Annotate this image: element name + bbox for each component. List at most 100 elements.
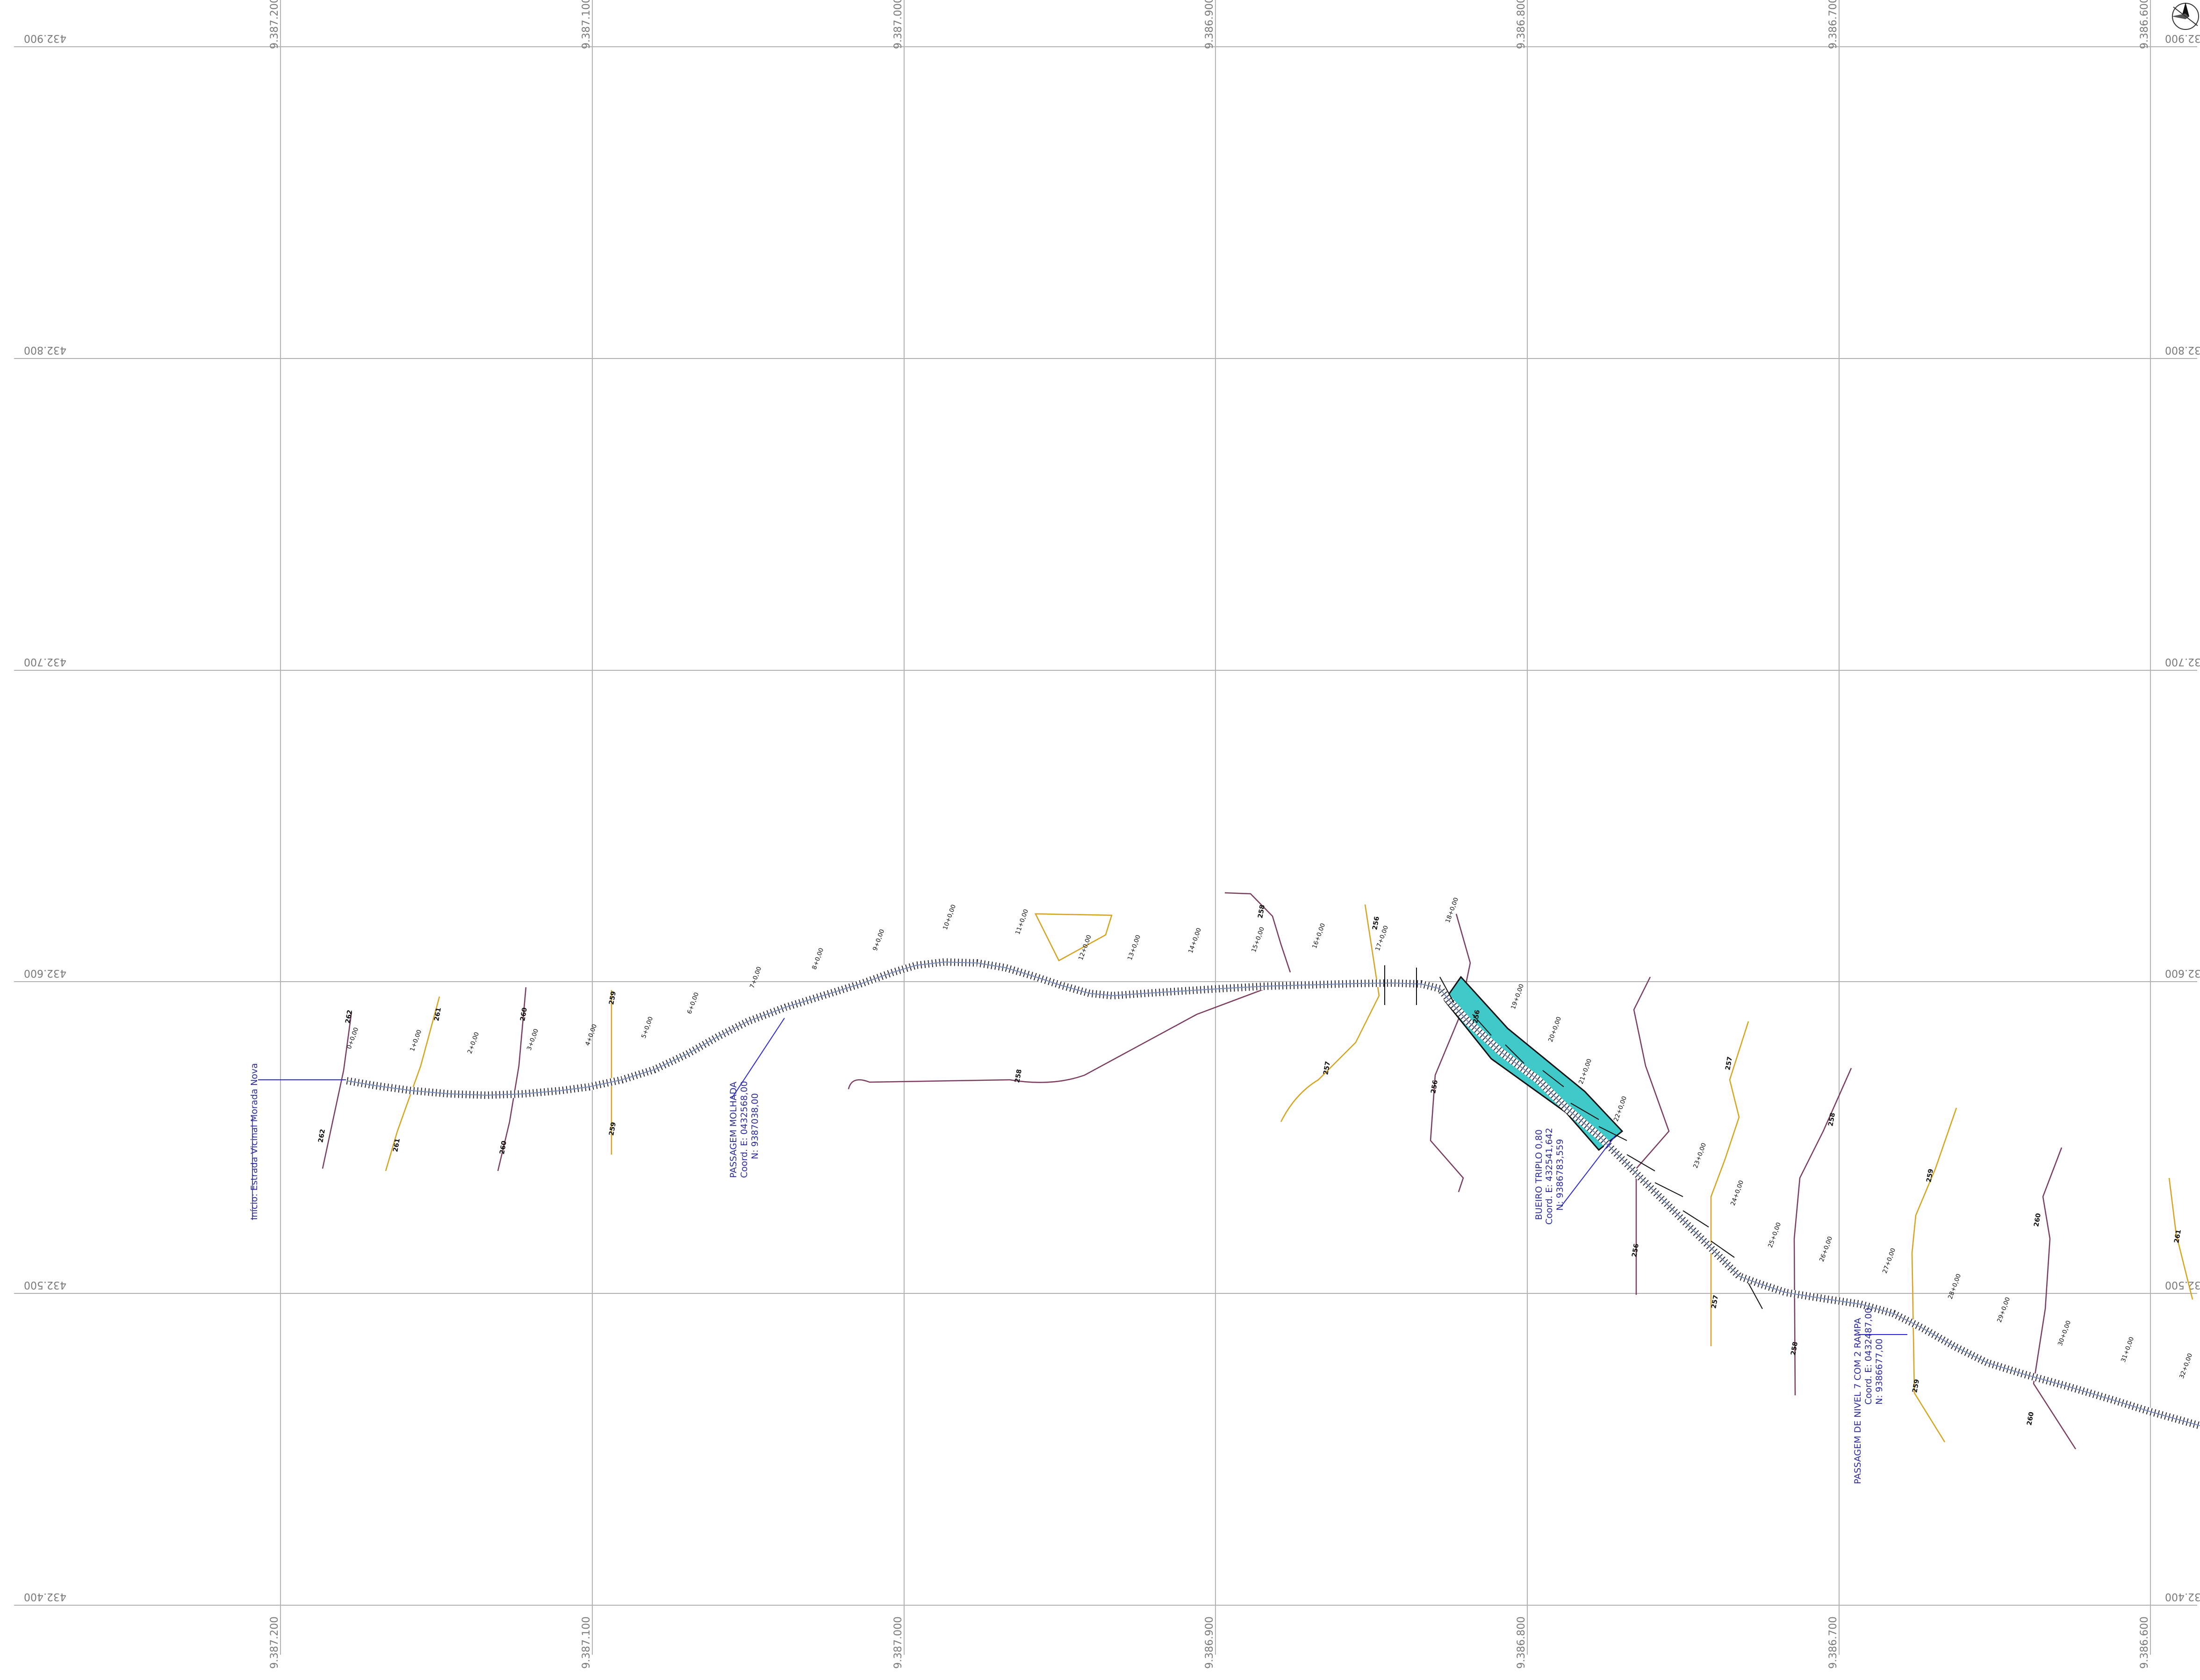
contour-label: 258: [1790, 1341, 1799, 1356]
contour-line: [1633, 976, 1670, 1295]
northing-label-left: 432.700: [24, 656, 66, 668]
station-label: 7+0,00: [749, 966, 763, 989]
contour-line: [1710, 1021, 1749, 1346]
start-label: Início: Estrada Vicinal Morada Nova: [249, 1063, 259, 1220]
northing-label-right: 432.400: [2165, 1591, 2200, 1602]
contour-line: [385, 996, 440, 1171]
contour-label: 259: [1925, 1168, 1935, 1183]
contour-label: 258: [1257, 904, 1266, 919]
station-label: 31+0,00: [2120, 1336, 2135, 1363]
station-labels: 0+0,00 1+0,00 2+0,00 3+0,00 4+0,00 5+0,006+0,…: [346, 897, 2194, 1379]
culvert-area: [1444, 976, 1624, 1151]
contour-label: 256: [1371, 916, 1381, 931]
contour-line: [2168, 1177, 2193, 1300]
station-label: 15+0,00: [1251, 926, 1266, 953]
easting-label-top: 9.387.100: [581, 0, 592, 49]
bueiro-coord-e: Coord. E: 432541,642: [1544, 1128, 1554, 1225]
station-label: 28+0,00: [1947, 1273, 1963, 1300]
station-label: 12+0,00: [1078, 934, 1093, 961]
station-label: 25+0,00: [1767, 1221, 1783, 1249]
station-label: 10+0,00: [942, 904, 957, 931]
northing-label-left: 432.800: [24, 344, 66, 356]
easting-label-top: 9.387.200: [269, 0, 280, 49]
contour-label: 261: [2173, 1229, 2183, 1244]
north-arrow-icon: [2171, 2, 2199, 30]
passagem-nivel-coord-e: Coord. E: 0432487,00: [1863, 1308, 1874, 1405]
station-label: 2+0,00: [467, 1031, 481, 1055]
passagem-molhada-title: PASSAGEM MOLHADA: [728, 1082, 739, 1178]
easting-label-bottom: 9.386.900: [1204, 1616, 1215, 1669]
station-label: 20+0,00: [1547, 1016, 1563, 1043]
contour-label: 260: [498, 1140, 508, 1155]
station-label: 22+0,00: [1613, 1095, 1628, 1122]
passagem-nivel-coord-n: N: 9386677,00: [1874, 1339, 1884, 1405]
contour-label: 257: [1322, 1061, 1332, 1076]
easting-label-top: 9.387.000: [892, 0, 904, 49]
contour-line: [1430, 913, 1471, 1192]
contour-line: [1911, 1107, 1957, 1443]
northing-label-right: 432.900: [2165, 32, 2200, 44]
station-label: 5+0,00: [640, 1016, 655, 1039]
contour-label: 256: [1472, 1009, 1481, 1024]
station-label: 24+0,00: [1730, 1179, 1745, 1206]
cross-section-ticks: [1384, 965, 1763, 1309]
station-label: 14+0,00: [1187, 927, 1203, 954]
station-label: 32+0,00: [2178, 1352, 2194, 1379]
station-label: 23+0,00: [1692, 1142, 1708, 1169]
road-alignment: [346, 958, 2200, 1429]
station-label: 8+0,00: [811, 947, 826, 970]
northing-label-left: 432.400: [24, 1591, 66, 1602]
northing-label-right: 432.700: [2165, 656, 2200, 668]
northing-label-left: 432.500: [24, 1279, 66, 1291]
contour-label: 259: [608, 1121, 618, 1136]
contour-label: 259: [608, 991, 618, 1005]
station-label: 9+0,00: [872, 928, 886, 952]
northing-label-left: 432.600: [24, 967, 66, 979]
passagem-molhada-coord-e: Coord. E: 0432568,00: [739, 1081, 749, 1178]
contour-label: 260: [2033, 1213, 2042, 1228]
easting-label-bottom: 9.387.000: [892, 1616, 904, 1669]
contour-label: 256: [1631, 1243, 1640, 1258]
contour-label: 261: [392, 1138, 402, 1153]
station-label: 30+0,00: [2057, 1320, 2072, 1347]
contour-label: 258: [1014, 1069, 1023, 1084]
contour-label: 262: [344, 1009, 354, 1024]
passagem-molhada-coord-n: N: 9387038,00: [750, 1093, 760, 1160]
station-label: 3+0,00: [526, 1028, 540, 1051]
station-label: 19+0,00: [1510, 983, 1525, 1010]
contour-label: 261: [433, 1007, 443, 1022]
easting-label-top: 9.386.900: [1204, 0, 1215, 49]
contour-elevation-labels: 262 261 260 259 259 261 260 262 258 258 257 256 256 2…: [317, 904, 2183, 1426]
station-label: 4+0,00: [584, 1023, 599, 1047]
station-label: 11+0,00: [1014, 908, 1030, 935]
easting-label-bottom: 9.387.200: [269, 1616, 280, 1669]
contour-lines: [322, 892, 2193, 1450]
annotation-bueiro: BUEIRO TRIPLO 0,80 Coord. E: 432541,642 …: [1534, 1128, 1565, 1225]
northing-label-right: 432.600: [2165, 967, 2200, 979]
contour-line: [1224, 892, 1291, 973]
annotation-passagem-nivel: PASSAGEM DE NIVEL 7 COM 2 RAMPA Coord. E…: [1853, 1308, 1884, 1484]
contour-label: 260: [2026, 1411, 2035, 1426]
station-label: 16+0,00: [1311, 922, 1327, 949]
station-label: 1+0,00: [409, 1029, 424, 1052]
easting-label-bottom: 9.386.600: [2139, 1616, 2150, 1669]
easting-label-bottom: 9.386.800: [1516, 1616, 1527, 1669]
easting-label-bottom: 9.386.700: [1827, 1616, 1839, 1669]
station-label: 27+0,00: [1882, 1247, 1897, 1274]
easting-label-top: 9.386.800: [1516, 0, 1527, 49]
easting-label-top: 9.386.700: [1827, 0, 1839, 49]
annotation-passagem-molhada: PASSAGEM MOLHADA Coord. E: 0432568,00 N:…: [728, 1081, 760, 1178]
contour-label: 260: [519, 1007, 529, 1022]
station-label: 6+0,00: [686, 991, 701, 1015]
easting-label-bottom: 9.387.100: [581, 1616, 592, 1669]
bueiro-title: BUEIRO TRIPLO 0,80: [1534, 1129, 1544, 1220]
annotation-start: Início: Estrada Vicinal Morada Nova: [249, 1063, 259, 1220]
contour-label: 256: [1430, 1079, 1439, 1094]
contour-line: [1034, 913, 1113, 962]
passagem-nivel-title: PASSAGEM DE NIVEL 7 COM 2 RAMPA: [1853, 1318, 1863, 1484]
contour-label: 257: [1724, 1056, 1734, 1071]
station-label: 26+0,00: [1819, 1235, 1834, 1263]
contour-line: [1280, 904, 1380, 1122]
northing-label-right: 432.500: [2165, 1279, 2200, 1291]
